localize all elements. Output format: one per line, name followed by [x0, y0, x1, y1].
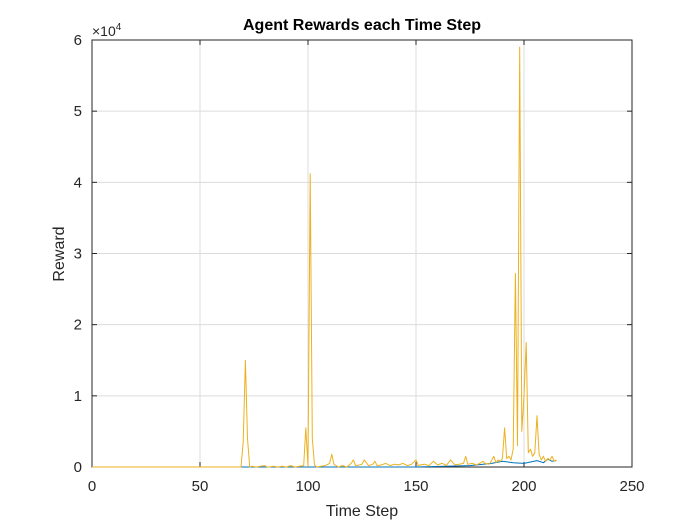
- x-tick-label: 0: [88, 478, 96, 495]
- y-exponent-base: ×10: [92, 23, 116, 39]
- y-tick-label: 1: [74, 388, 82, 405]
- x-tick-label: 150: [403, 478, 428, 495]
- y-tick-label: 3: [74, 246, 82, 263]
- y-tick-label: 4: [74, 174, 82, 191]
- y-tick-label: 2: [74, 317, 82, 334]
- x-tick-label: 100: [295, 478, 320, 495]
- y-tick-label: 5: [74, 103, 82, 120]
- y-exponent-power: 4: [116, 22, 122, 33]
- y-tick-label: 0: [74, 459, 82, 476]
- y-axis-exponent: ×104: [92, 22, 122, 39]
- x-tick-label: 200: [511, 478, 536, 495]
- series-line-2[interactable]: [92, 46, 557, 468]
- x-tick-label: 250: [619, 478, 644, 495]
- x-tick-label: 50: [192, 478, 209, 495]
- y-axis-label: Reward: [51, 226, 68, 281]
- series-lines[interactable]: [92, 46, 557, 468]
- axis-ticks: 0 50 100 150 200 250 0 1 2 3 4 5 6: [74, 32, 645, 495]
- chart-title: Agent Rewards each Time Step: [243, 17, 481, 34]
- x-axis-label: Time Step: [326, 503, 398, 520]
- y-tick-label: 6: [74, 32, 82, 49]
